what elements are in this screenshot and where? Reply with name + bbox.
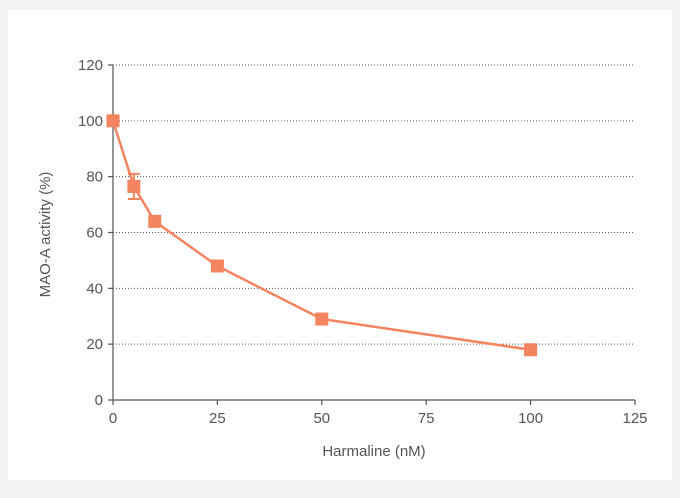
x-axis-title: Harmaline (nM)	[322, 443, 425, 460]
chart-panel: 0 20 40 60 80 100 120 0 25 50 75 100 125 Harmaline (n…	[8, 10, 672, 480]
data-point-4	[315, 312, 329, 326]
series-line	[111, 120, 531, 351]
y-tick-label-120: 120	[78, 57, 103, 74]
data-point-2	[148, 214, 162, 228]
data-point-1	[127, 179, 141, 193]
data-point-0	[106, 114, 120, 128]
x-tick-label-25: 25	[209, 410, 226, 427]
y-tick-label-100: 100	[78, 113, 103, 130]
x-tick-label-50: 50	[313, 410, 330, 427]
harmaline-mao-a-chart: 0 20 40 60 80 100 120 0 25 50 75 100 125 Harmaline (n…	[37, 57, 648, 460]
y-tick-label-60: 60	[86, 225, 103, 242]
x-tick-label-0: 0	[109, 410, 117, 427]
y-axis-title: MAO-A activity (%)	[37, 172, 54, 298]
y-tick-label-20: 20	[86, 336, 103, 353]
data-point-3	[210, 259, 224, 273]
x-tick-label-125: 125	[622, 410, 647, 427]
y-tick-label-0: 0	[95, 392, 103, 409]
y-tick-label-40: 40	[86, 280, 103, 297]
x-tick-label-100: 100	[518, 410, 543, 427]
y-tick-label-80: 80	[86, 169, 103, 186]
x-tick-label-75: 75	[418, 410, 435, 427]
data-point-5	[524, 343, 538, 357]
